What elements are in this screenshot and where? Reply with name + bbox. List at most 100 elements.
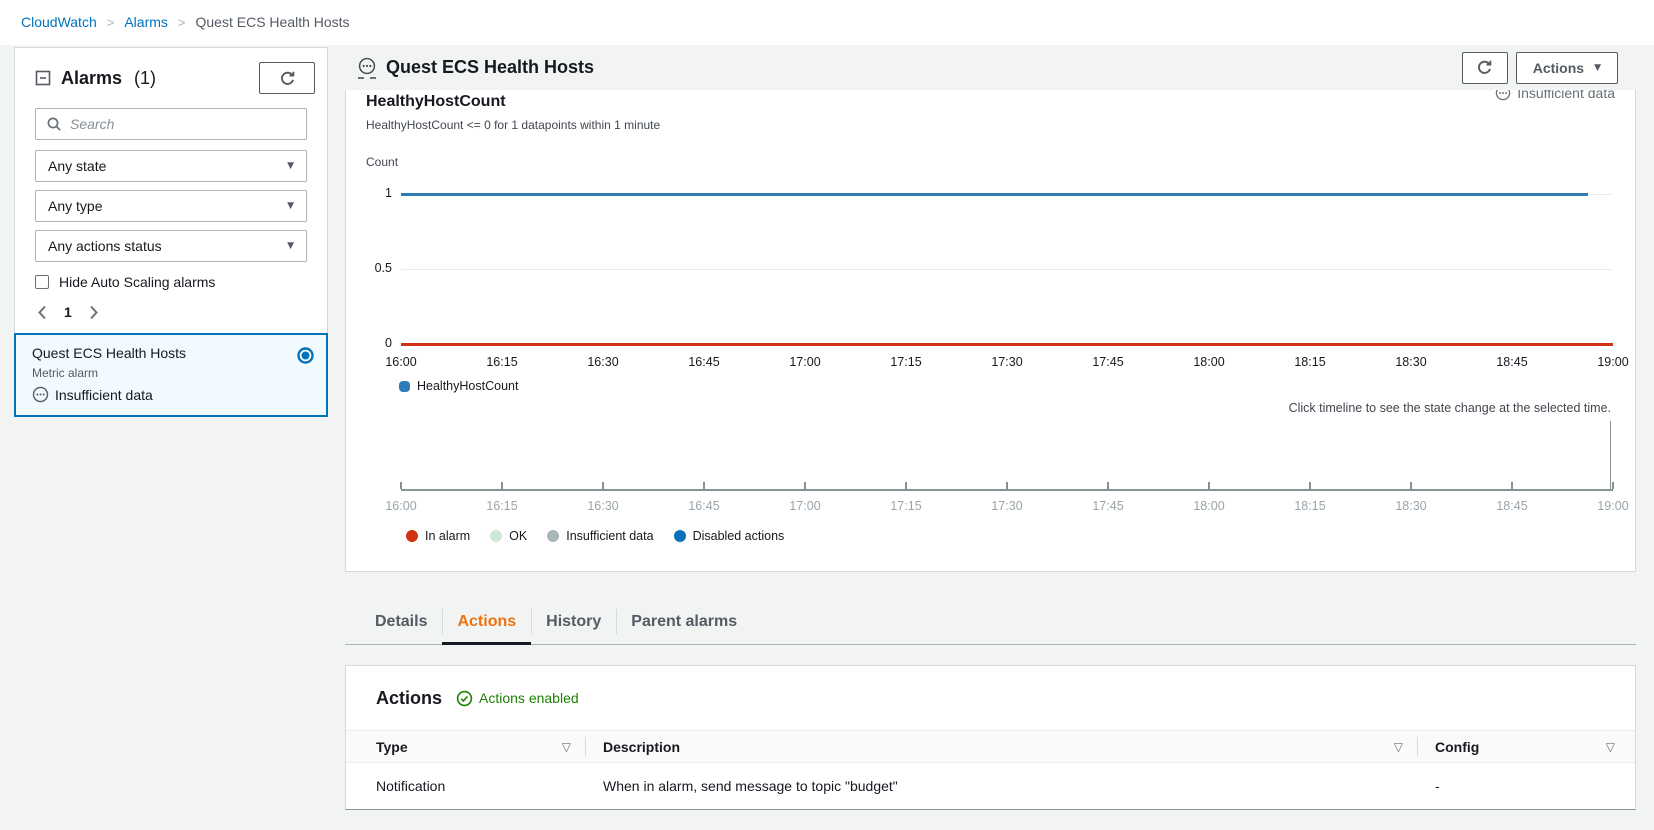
- actions-dropdown-button[interactable]: Actions ▼: [1515, 51, 1618, 84]
- page-title: Quest ECS Health Hosts: [386, 57, 595, 77]
- check-circle-icon: [456, 690, 473, 707]
- type-filter-select[interactable]: Any type ▼: [35, 190, 307, 222]
- chart-y-axis-label: Count: [366, 155, 399, 169]
- tab-parent-alarms[interactable]: Parent alarms: [616, 600, 752, 644]
- cell-description: When in alarm, send message to topic "bu…: [603, 778, 898, 794]
- tab-actions[interactable]: Actions: [442, 600, 531, 645]
- x-tick-label: 17:00: [789, 355, 821, 369]
- actions-button-label: Actions: [1532, 59, 1585, 76]
- page-number[interactable]: 1: [64, 304, 72, 320]
- legend-label: Insufficient data: [566, 529, 654, 543]
- x-tick-label: 19:00: [1597, 355, 1629, 369]
- gridline: [401, 269, 1613, 270]
- metric-chart-card: Insufficient data HealthyHostCount Healt…: [345, 70, 1636, 572]
- timeline-hint: Click timeline to see the state change a…: [1288, 401, 1611, 415]
- chevron-down-icon: ▼: [287, 161, 294, 171]
- legend-label: Disabled actions: [692, 529, 785, 543]
- actions-enabled-status: Actions enabled: [456, 690, 579, 707]
- filter-icon[interactable]: ▽: [1393, 739, 1403, 754]
- x-tick-label: 17:45: [1092, 355, 1124, 369]
- legend-label: In alarm: [425, 529, 471, 543]
- column-label: Config: [1435, 738, 1480, 755]
- x-tick-label: 18:45: [1496, 499, 1528, 513]
- x-tick-label: 17:15: [890, 499, 922, 513]
- column-label: Description: [603, 738, 681, 755]
- sidebar-refresh-button[interactable]: [259, 62, 315, 94]
- x-tick-label: 17:30: [991, 355, 1023, 369]
- x-tick-label: 18:45: [1496, 355, 1528, 369]
- column-label: Type: [376, 738, 408, 755]
- collapse-panel-icon[interactable]: [35, 70, 51, 86]
- legend-item: OK: [490, 529, 527, 543]
- chart-x-axis: 16:00 16:15 16:30 16:45 17:00 17:15 17:30 17:45…: [385, 355, 1628, 371]
- refresh-icon: [1476, 59, 1493, 76]
- alarm-list-item[interactable]: Quest ECS Health Hosts Metric alarm Insu…: [14, 333, 328, 417]
- legend-label: OK: [509, 529, 528, 543]
- detail-tabs: Details Actions History Parent alarms: [345, 600, 1636, 645]
- timeline-tick: [1511, 482, 1513, 489]
- timeline-current-marker: [1610, 421, 1611, 491]
- previous-page-icon[interactable]: [37, 305, 47, 320]
- legend-item: In alarm: [406, 529, 470, 543]
- x-tick-label: 18:30: [1395, 355, 1427, 369]
- hide-autoscaling-row: Hide Auto Scaling alarms: [35, 274, 307, 290]
- legend-dot: [673, 530, 686, 542]
- breadcrumb-cloudwatch[interactable]: CloudWatch: [21, 14, 97, 30]
- alarms-sidebar: Alarms (1) Any state ▼ Any type ▼ Any ac…: [14, 47, 328, 417]
- cell-type: Notification: [376, 778, 446, 794]
- cell-config: -: [1435, 778, 1440, 794]
- tab-history[interactable]: History: [531, 600, 616, 644]
- timeline-tick: [1006, 482, 1008, 489]
- timeline-tick: [1410, 482, 1412, 489]
- legend-item: Insufficient data: [547, 529, 654, 543]
- x-tick-label: 16:30: [587, 499, 619, 513]
- x-tick-label: 16:30: [587, 355, 619, 369]
- y-tick-label: 0: [385, 336, 392, 350]
- alarm-type-label: Metric alarm: [32, 366, 99, 380]
- timeline-tick: [703, 482, 705, 489]
- x-tick-label: 18:00: [1193, 499, 1225, 513]
- x-tick-label: 16:00: [385, 499, 417, 513]
- metric-legend-dot: [399, 380, 410, 392]
- column-header-description: Description ▽: [585, 731, 1417, 762]
- metric-legend-label: HealthyHostCount: [417, 379, 519, 393]
- alarm-state-label: Insufficient data: [55, 386, 153, 403]
- sidebar-alarm-count: (1): [134, 67, 157, 88]
- state-filter-value: Any state: [48, 158, 107, 174]
- tab-details[interactable]: Details: [375, 613, 428, 630]
- x-tick-label: 16:15: [486, 499, 518, 513]
- x-tick-label: 18:00: [1193, 355, 1225, 369]
- filter-icon[interactable]: ▽: [561, 739, 571, 754]
- timeline-tick: [1208, 482, 1210, 489]
- state-timeline-axis[interactable]: [400, 482, 1614, 491]
- breadcrumb-separator-icon: >: [177, 14, 186, 30]
- alarm-radio-selected[interactable]: [297, 347, 314, 364]
- breadcrumb-separator-icon: >: [106, 14, 115, 30]
- metric-series-line: [401, 193, 1588, 196]
- hide-autoscaling-checkbox[interactable]: [35, 275, 49, 289]
- refresh-button[interactable]: [1461, 51, 1508, 84]
- timeline-x-axis: 16:00 16:15 16:30 16:45 17:00 17:15 17:30 17:45…: [385, 499, 1628, 515]
- actions-panel-header: Actions Actions enabled: [346, 666, 1635, 730]
- actions-status-filter-select[interactable]: Any actions status ▼: [35, 230, 307, 262]
- next-page-icon[interactable]: [89, 305, 99, 320]
- threshold-line: [401, 343, 1613, 346]
- timeline-tick: [1309, 482, 1311, 489]
- y-tick-label: 0.5: [374, 261, 392, 275]
- table-row[interactable]: Notification When in alarm, send message…: [346, 763, 1635, 809]
- alarm-name: Quest ECS Health Hosts: [32, 345, 187, 361]
- breadcrumb-alarms[interactable]: Alarms: [124, 14, 168, 30]
- search-input[interactable]: [70, 116, 296, 132]
- legend-dot: [406, 530, 418, 542]
- sidebar-title: Alarms: [61, 67, 123, 88]
- insufficient-data-icon[interactable]: [358, 57, 376, 79]
- state-filter-select[interactable]: Any state ▼: [35, 150, 307, 182]
- main-title-group: Quest ECS Health Hosts: [358, 57, 594, 79]
- chevron-down-icon: ▼: [1594, 62, 1601, 73]
- filter-icon[interactable]: ▽: [1605, 739, 1615, 754]
- metric-legend: HealthyHostCount: [399, 379, 518, 393]
- x-tick-label: 16:45: [688, 499, 720, 513]
- hide-autoscaling-label: Hide Auto Scaling alarms: [59, 274, 216, 290]
- actions-panel: Actions Actions enabled Type ▽ Descripti…: [345, 665, 1636, 810]
- x-tick-label: 18:15: [1294, 355, 1326, 369]
